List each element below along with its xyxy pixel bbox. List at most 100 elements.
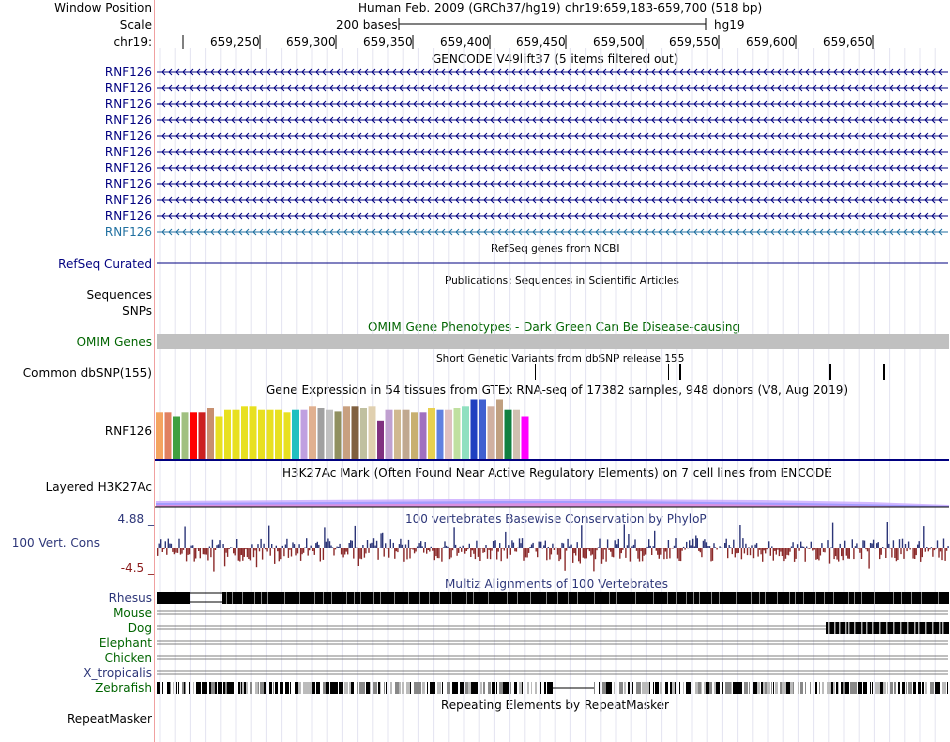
conservation-bar bbox=[426, 548, 428, 554]
gencode-transcript-label[interactable]: RNF126 bbox=[104, 145, 152, 159]
alignment-mismatch bbox=[845, 622, 847, 634]
conservation-bar bbox=[479, 548, 481, 561]
conservation-bar bbox=[187, 548, 189, 555]
alignment-segment bbox=[850, 682, 854, 694]
conservation-bar bbox=[833, 548, 835, 560]
alignment-mismatch bbox=[901, 592, 902, 604]
omim-track-label[interactable]: OMIM Genes bbox=[76, 335, 152, 349]
gtex-tissue-bar bbox=[377, 420, 384, 460]
gencode-transcript-label[interactable]: RNF126 bbox=[104, 97, 152, 111]
alignment-segment bbox=[800, 682, 803, 694]
gtex-tissue-bar bbox=[215, 416, 223, 459]
conservation-bar bbox=[312, 548, 314, 551]
sequences-track-label[interactable]: Sequences bbox=[86, 288, 152, 302]
gencode-transcript-label[interactable]: RNF126 bbox=[104, 129, 152, 143]
snps-track-label[interactable]: SNPs bbox=[122, 304, 152, 318]
conservation-bar bbox=[410, 548, 413, 549]
gencode-transcript-label[interactable]: RNF126 bbox=[104, 113, 152, 127]
conservation-bar bbox=[926, 547, 928, 548]
conservation-bar bbox=[333, 548, 335, 556]
conservation-bar bbox=[304, 547, 306, 548]
conservation-bar bbox=[932, 548, 934, 557]
gencode-transcript-label[interactable]: RNF126 bbox=[104, 65, 152, 79]
alignment-segment bbox=[636, 682, 640, 694]
alignment-segment bbox=[227, 682, 231, 694]
conservation-bar bbox=[613, 548, 615, 558]
conservation-bar bbox=[228, 548, 230, 550]
gtex-track-label[interactable]: RNF126 bbox=[104, 424, 152, 438]
conservation-bar bbox=[394, 548, 396, 559]
alignment-segment bbox=[740, 682, 742, 694]
conservation-bar bbox=[429, 548, 431, 552]
alignment-segment bbox=[344, 682, 348, 694]
alignment-mismatch bbox=[360, 592, 361, 604]
conservation-bar bbox=[382, 532, 384, 548]
conservation-bar bbox=[530, 544, 533, 548]
cons-track-label[interactable]: 100 Vert. Cons bbox=[11, 536, 100, 550]
conservation-bar bbox=[909, 548, 911, 550]
multiz-species-label[interactable]: Chicken bbox=[104, 651, 152, 665]
conservation-bar bbox=[587, 548, 589, 550]
alignment-segment bbox=[866, 682, 867, 694]
alignment-mismatch bbox=[759, 592, 760, 604]
multiz-species-label[interactable]: Dog bbox=[127, 621, 152, 635]
gtex-tissue-bar bbox=[232, 409, 240, 459]
conservation-bar bbox=[812, 548, 814, 551]
conservation-bar bbox=[600, 548, 603, 564]
conservation-bar bbox=[295, 548, 297, 556]
multiz-species-label[interactable]: Elephant bbox=[98, 636, 152, 650]
conservation-bar bbox=[603, 548, 606, 550]
alignment-segment bbox=[370, 682, 371, 694]
conservation-bar bbox=[660, 548, 662, 555]
gencode-transcript-label[interactable]: RNF126 bbox=[104, 225, 152, 239]
conservation-bar bbox=[170, 543, 173, 548]
conservation-bar bbox=[730, 547, 732, 548]
h3k27ac-track-label[interactable]: Layered H3K27Ac bbox=[45, 480, 152, 494]
alignment-segment bbox=[877, 682, 880, 694]
gtex-tissue-bar bbox=[198, 412, 206, 460]
conservation-bar bbox=[795, 548, 797, 559]
conservation-bar bbox=[584, 548, 586, 559]
ruler-tick-label: 659,600 bbox=[746, 35, 796, 49]
conservation-bar bbox=[663, 548, 665, 560]
alignment-segment bbox=[798, 682, 799, 694]
alignment-mismatch bbox=[323, 592, 324, 604]
alignment-segment bbox=[269, 682, 272, 694]
gencode-transcript-label[interactable]: RNF126 bbox=[104, 177, 152, 191]
gencode-transcript-label[interactable]: RNF126 bbox=[104, 81, 152, 95]
multiz-species-label[interactable]: Mouse bbox=[113, 606, 152, 620]
multiz-species-label[interactable]: X_tropicalis bbox=[83, 666, 152, 680]
multiz-species-label[interactable]: Zebrafish bbox=[95, 681, 152, 695]
conservation-bar bbox=[476, 540, 478, 548]
alignment-mismatch bbox=[299, 592, 300, 604]
conservation-bar bbox=[471, 548, 473, 551]
multiz-species-label[interactable]: Rhesus bbox=[108, 591, 152, 605]
conservation-bar bbox=[699, 548, 701, 553]
refseq-track-label[interactable]: RefSeq Curated bbox=[58, 257, 152, 271]
conservation-bar bbox=[748, 547, 750, 548]
strand-arrows bbox=[161, 132, 943, 140]
gencode-transcript-label[interactable]: RNF126 bbox=[104, 161, 152, 175]
alignment-mismatch bbox=[893, 622, 895, 634]
conservation-bar bbox=[404, 544, 407, 548]
conservation-bar bbox=[549, 548, 551, 560]
gencode-transcript-label[interactable]: RNF126 bbox=[104, 193, 152, 207]
conservation-bar bbox=[628, 534, 630, 548]
conservation-bar bbox=[535, 548, 537, 552]
conservation-bar bbox=[798, 548, 800, 551]
gencode-transcript-label[interactable]: RNF126 bbox=[104, 209, 152, 223]
ruler-tick-label: 659,400 bbox=[440, 35, 490, 49]
conservation-bar bbox=[409, 548, 411, 559]
repeatmasker-track-label[interactable]: RepeatMasker bbox=[66, 712, 152, 726]
alignment-segment bbox=[264, 682, 266, 694]
conservation-bar bbox=[233, 548, 235, 554]
alignment-segment bbox=[836, 682, 838, 694]
conservation-bar bbox=[514, 548, 516, 552]
alignment-segment bbox=[614, 682, 615, 694]
alignment-segment bbox=[701, 682, 702, 694]
ruler-tick-label: 659,300 bbox=[286, 35, 336, 49]
alignment-segment bbox=[704, 682, 707, 694]
dbsnp-track-label[interactable]: Common dbSNP(155) bbox=[22, 366, 152, 380]
db-text: hg19 bbox=[714, 18, 745, 32]
